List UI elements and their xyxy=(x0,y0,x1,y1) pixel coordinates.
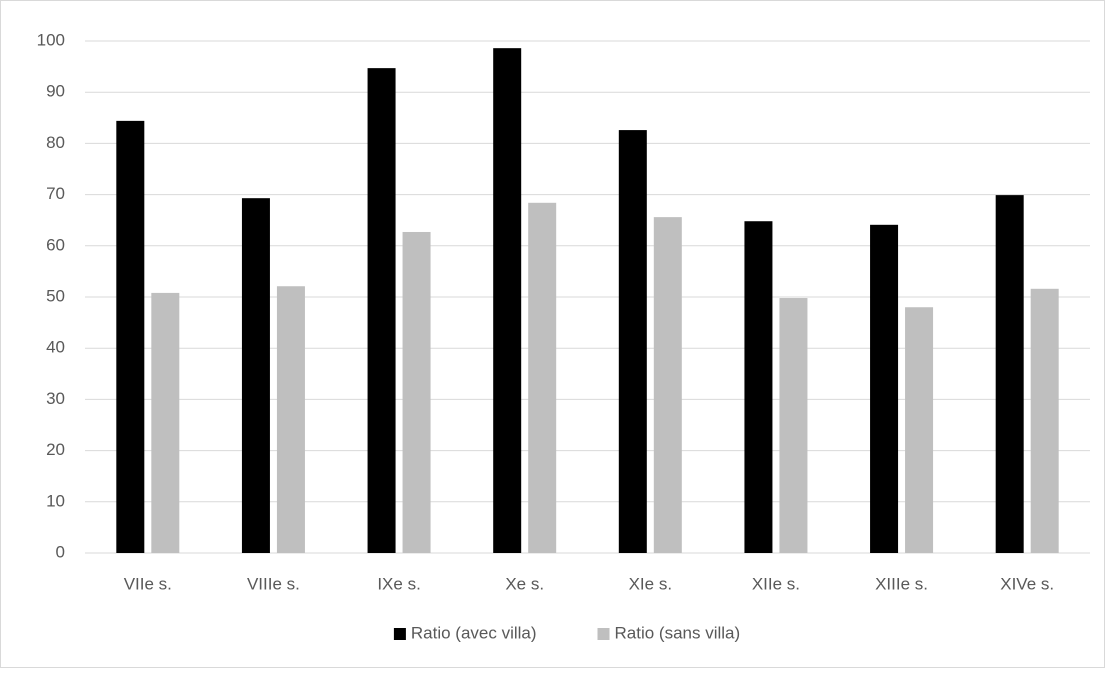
bar xyxy=(1030,288,1059,553)
bar xyxy=(905,307,934,553)
x-tick-label: IXe s. xyxy=(377,574,420,593)
bar xyxy=(653,217,682,554)
bar xyxy=(744,221,773,553)
legend-label: Ratio (sans villa) xyxy=(615,623,741,642)
bar xyxy=(870,224,899,554)
y-tick-label: 80 xyxy=(46,133,65,152)
bar xyxy=(241,198,270,553)
y-tick-label: 60 xyxy=(46,235,65,254)
y-tick-label: 10 xyxy=(46,491,65,510)
bar xyxy=(779,298,808,553)
bar xyxy=(367,68,396,554)
x-tick-label: XIe s. xyxy=(629,574,672,593)
bar xyxy=(276,286,305,553)
x-tick-label: VIIe s. xyxy=(124,574,172,593)
x-tick-label: XIIe s. xyxy=(752,574,800,593)
y-tick-label: 50 xyxy=(46,286,65,305)
x-tick-label: Xe s. xyxy=(505,574,544,593)
x-tick-label: VIIIe s. xyxy=(247,574,300,593)
bar xyxy=(116,120,145,553)
y-tick-label: 100 xyxy=(37,30,65,49)
y-tick-label: 0 xyxy=(56,542,65,561)
legend-swatch xyxy=(393,628,406,640)
y-tick-label: 40 xyxy=(46,338,65,357)
y-tick-label: 70 xyxy=(46,184,65,203)
x-tick-label: XIIIe s. xyxy=(875,574,928,593)
x-tick-label: XIVe s. xyxy=(1000,574,1054,593)
legend-label: Ratio (avec villa) xyxy=(411,623,537,642)
bar xyxy=(402,231,431,553)
bar xyxy=(151,292,180,553)
y-tick-label: 20 xyxy=(46,440,65,459)
bar xyxy=(995,195,1024,553)
legend-swatch xyxy=(597,628,610,640)
y-tick-label: 30 xyxy=(46,389,65,408)
bar xyxy=(528,202,557,554)
bar xyxy=(618,130,647,553)
y-tick-label: 90 xyxy=(46,82,65,101)
bar xyxy=(493,48,522,553)
